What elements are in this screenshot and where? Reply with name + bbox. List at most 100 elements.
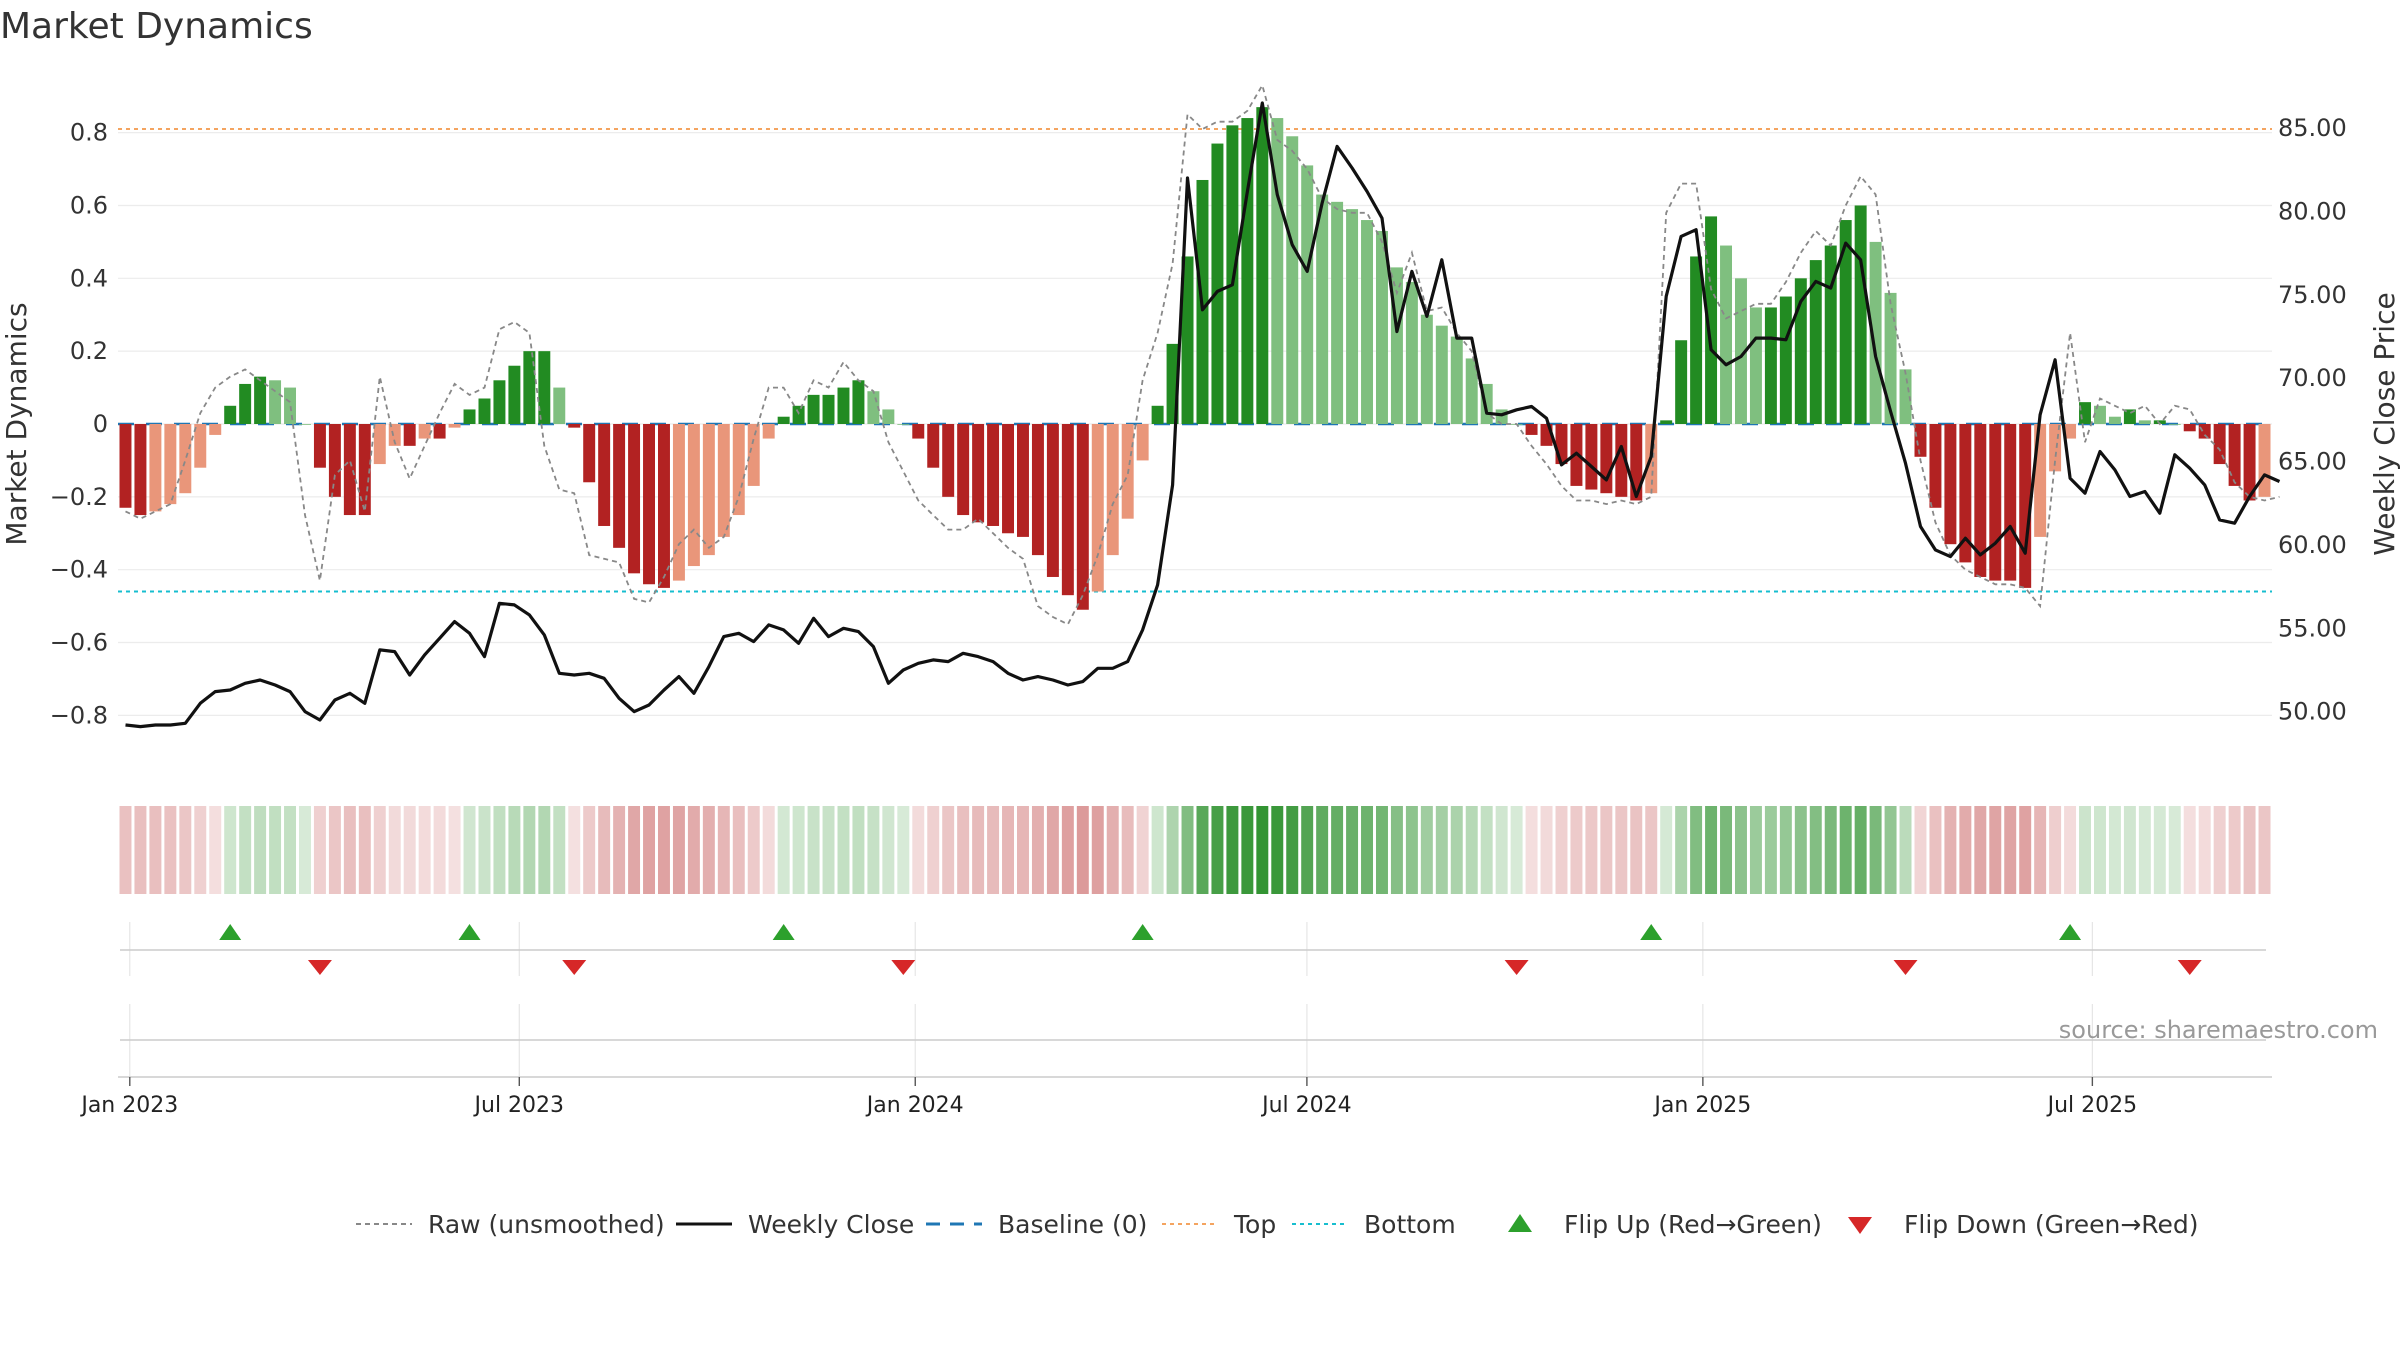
dynamics-bar <box>388 424 401 446</box>
dynamics-bar <box>1705 216 1718 424</box>
dynamics-bar <box>1959 424 1972 563</box>
flip-down-marker <box>891 960 916 975</box>
regime-cell <box>897 806 910 894</box>
regime-cell <box>1675 806 1688 894</box>
regime-cell <box>194 806 207 894</box>
dynamics-bar <box>1271 118 1284 424</box>
regime-cell <box>1645 806 1658 894</box>
regime-cell <box>613 806 626 894</box>
dynamics-bar <box>1241 118 1254 424</box>
regime-cell <box>657 806 670 894</box>
main-panel: −0.8 −0.6 −0.4 −0.2 0 0.2 0.4 0.6 0.8 50.00 55.00 6… <box>0 83 2400 729</box>
dynamics-bar <box>1495 409 1508 424</box>
regime-cell <box>1630 806 1643 894</box>
regime-cell <box>717 806 730 894</box>
regime-cell <box>1465 806 1478 894</box>
legend: Raw (unsmoothed) Weekly Close Baseline (0)… <box>356 1210 2199 1239</box>
regime-cell <box>1959 806 1972 894</box>
regime-cell <box>912 806 925 894</box>
regime-cell <box>2064 806 2077 894</box>
dynamics-bar <box>313 424 326 468</box>
regime-cell <box>1495 806 1508 894</box>
dynamics-bar <box>1346 209 1359 424</box>
regime-cell <box>568 806 581 894</box>
regime-cell <box>672 806 685 894</box>
regime-cell <box>2153 806 2166 894</box>
dynamics-bar <box>1390 267 1403 424</box>
regime-cell <box>2049 806 2062 894</box>
legend-swatch-flip-down <box>1848 1217 1872 1234</box>
regime-cell <box>807 806 820 894</box>
regime-cell <box>1346 806 1359 894</box>
regime-cell <box>1390 806 1403 894</box>
dynamics-bar <box>1974 424 1987 577</box>
regime-cell <box>1570 806 1583 894</box>
regime-cell <box>1061 806 1074 894</box>
regime-cell <box>403 806 416 894</box>
regime-cell <box>119 806 132 894</box>
dynamics-bar <box>1764 307 1777 424</box>
regime-cell <box>1809 806 1822 894</box>
regime-cell <box>388 806 401 894</box>
legend-label: Raw (unsmoothed) <box>428 1210 665 1239</box>
regime-cell <box>1989 806 2002 894</box>
dynamics-bar <box>1540 424 1553 446</box>
dynamics-bar <box>2064 424 2077 439</box>
dynamics-bar <box>1151 405 1164 424</box>
regime-cell <box>1375 806 1388 894</box>
regime-cell <box>1316 806 1329 894</box>
dynamics-bar <box>1031 424 1044 556</box>
dynamics-bar <box>2213 424 2226 465</box>
dynamics-bar <box>1749 307 1762 424</box>
regime-cell <box>239 806 252 894</box>
dynamics-bar <box>2258 424 2271 497</box>
regime-cell <box>1615 806 1628 894</box>
regime-cell <box>777 806 790 894</box>
regime-cell <box>1749 806 1762 894</box>
dynamics-bar <box>1690 256 1703 424</box>
regime-cell <box>1585 806 1598 894</box>
flip-up-marker <box>219 924 242 940</box>
y2-tick-label: 55.00 <box>2278 614 2347 642</box>
dynamics-bar <box>2108 416 2121 424</box>
regime-cell <box>1361 806 1374 894</box>
bar-layer <box>119 107 2271 610</box>
regime-cell <box>553 806 566 894</box>
dynamics-bar <box>613 424 626 548</box>
regime-cell <box>538 806 551 894</box>
dynamics-bar <box>2093 405 2106 424</box>
legend-swatch-flip-up <box>1508 1214 1532 1232</box>
y2-tick-label: 60.00 <box>2278 531 2347 559</box>
regime-cell <box>313 806 326 894</box>
dynamics-bar <box>194 424 207 468</box>
flip-up-marker <box>2059 924 2082 940</box>
regime-cell <box>1779 806 1792 894</box>
x-tick-label: Jan 2023 <box>79 1093 178 1118</box>
regime-cell <box>1002 806 1015 894</box>
dynamics-bar <box>717 424 730 537</box>
dynamics-bar <box>328 424 341 497</box>
regime-cell <box>1690 806 1703 894</box>
dynamics-bar <box>2034 424 2047 537</box>
dynamics-bar <box>418 424 431 439</box>
dynamics-bar <box>1929 424 1942 508</box>
regime-cell <box>284 806 297 894</box>
dynamics-bar <box>1720 245 1733 424</box>
dynamics-bar <box>1944 424 1957 545</box>
regime-cell <box>1794 806 1807 894</box>
dynamics-bar <box>298 424 311 425</box>
dynamics-bar <box>1465 358 1478 424</box>
regime-cell <box>1660 806 1673 894</box>
dynamics-bar <box>987 424 1000 526</box>
dynamics-bar <box>1316 194 1329 424</box>
dynamics-bar <box>687 424 700 567</box>
regime-cell <box>1046 806 1059 894</box>
regime-cell <box>628 806 641 894</box>
dynamics-bar <box>732 424 745 516</box>
regime-cell <box>972 806 985 894</box>
raw-line <box>125 83 2280 626</box>
y-tick-label: −0.4 <box>50 556 108 584</box>
regime-cell <box>1899 806 1912 894</box>
regime-cell <box>1256 806 1269 894</box>
dynamics-bar <box>1615 424 1628 497</box>
